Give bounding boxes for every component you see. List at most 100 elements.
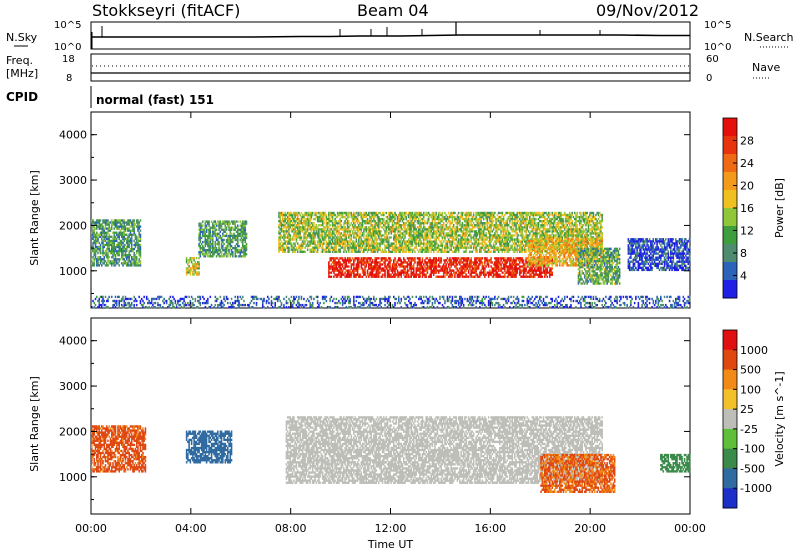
data-cell — [445, 234, 447, 237]
data-cell — [208, 234, 210, 238]
data-cell — [281, 230, 284, 233]
data-cell — [122, 221, 124, 224]
data-cell — [526, 224, 529, 227]
data-cell — [296, 228, 299, 231]
data-cell — [400, 211, 403, 215]
data-cell — [328, 230, 330, 233]
data-cell — [350, 234, 353, 237]
data-cell — [125, 247, 128, 251]
data-cell — [368, 244, 370, 247]
data-cell — [529, 215, 531, 219]
data-cell — [304, 222, 306, 225]
data-cell — [524, 219, 526, 223]
data-cell — [363, 234, 365, 237]
data-cell — [388, 240, 390, 243]
data-cell — [300, 250, 303, 253]
data-cell — [215, 234, 218, 238]
data-cell — [421, 222, 424, 225]
data-cell — [328, 232, 330, 235]
data-cell — [207, 242, 209, 246]
data-cell — [94, 254, 97, 257]
data-cell — [225, 234, 228, 238]
data-cell — [412, 228, 415, 231]
data-cell — [228, 222, 230, 225]
data-cell — [525, 250, 527, 253]
data-cell — [345, 250, 348, 253]
data-cell — [467, 238, 470, 241]
data-cell — [218, 244, 220, 248]
data-cell — [199, 230, 202, 233]
data-cell — [421, 248, 424, 251]
data-cell — [420, 222, 422, 225]
data-cell — [129, 221, 132, 224]
data-cell — [484, 238, 486, 241]
data-cell — [220, 244, 223, 248]
data-cell — [374, 224, 376, 227]
data-cell — [457, 248, 460, 251]
data-cell — [388, 238, 390, 241]
data-cell — [406, 230, 409, 233]
data-cell — [404, 240, 406, 243]
data-cell — [400, 213, 403, 217]
data-cell — [385, 232, 388, 235]
data-cell — [202, 246, 204, 250]
data-cell — [391, 246, 394, 249]
data-cell — [455, 217, 457, 221]
data-cell — [351, 240, 354, 243]
data-cell — [320, 232, 323, 235]
data-cell — [449, 213, 451, 217]
data-cell — [526, 238, 529, 241]
data-cell — [284, 224, 286, 227]
data-cell — [435, 238, 437, 241]
data-cell — [426, 242, 429, 245]
data-cell — [350, 213, 353, 217]
data-cell — [435, 211, 437, 215]
data-cell — [487, 240, 490, 243]
data-cell — [450, 213, 452, 217]
data-cell — [501, 213, 504, 217]
data-cell — [244, 224, 247, 227]
data-cell — [501, 217, 504, 221]
data-cell — [321, 217, 324, 221]
data-cell — [355, 215, 358, 219]
data-cell — [232, 255, 234, 258]
data-cell — [296, 226, 299, 229]
data-cell — [339, 232, 341, 235]
data-cell — [225, 232, 228, 236]
data-cell — [202, 228, 204, 231]
data-cell — [194, 271, 197, 274]
data-cell — [530, 238, 532, 241]
data-cell — [462, 226, 465, 229]
data-cell — [459, 240, 461, 243]
data-cell — [390, 242, 393, 245]
data-cell — [447, 250, 450, 253]
data-cell — [407, 228, 410, 231]
data-cell — [434, 244, 436, 247]
data-cell — [99, 235, 102, 238]
data-cell — [591, 230, 593, 233]
data-cell — [539, 230, 541, 233]
data-cell — [546, 232, 549, 235]
data-cell — [103, 233, 106, 236]
data-cell — [541, 236, 544, 239]
data-cell — [481, 222, 484, 225]
data-cell — [581, 234, 583, 237]
data-cell — [308, 244, 310, 247]
data-cell — [546, 228, 549, 231]
data-cell — [426, 211, 429, 215]
data-cell — [451, 211, 454, 215]
data-cell — [340, 219, 343, 223]
data-cell — [301, 244, 304, 247]
data-cell — [424, 219, 426, 223]
data-cell — [529, 234, 531, 237]
data-cell — [290, 230, 293, 233]
data-cell — [522, 236, 525, 239]
data-cell — [385, 215, 388, 219]
data-cell — [425, 213, 427, 217]
data-cell — [346, 215, 349, 219]
data-cell — [454, 246, 456, 249]
data-cell — [371, 248, 374, 251]
data-cell — [555, 213, 557, 217]
data-cell — [530, 219, 532, 223]
data-cell — [412, 226, 415, 229]
